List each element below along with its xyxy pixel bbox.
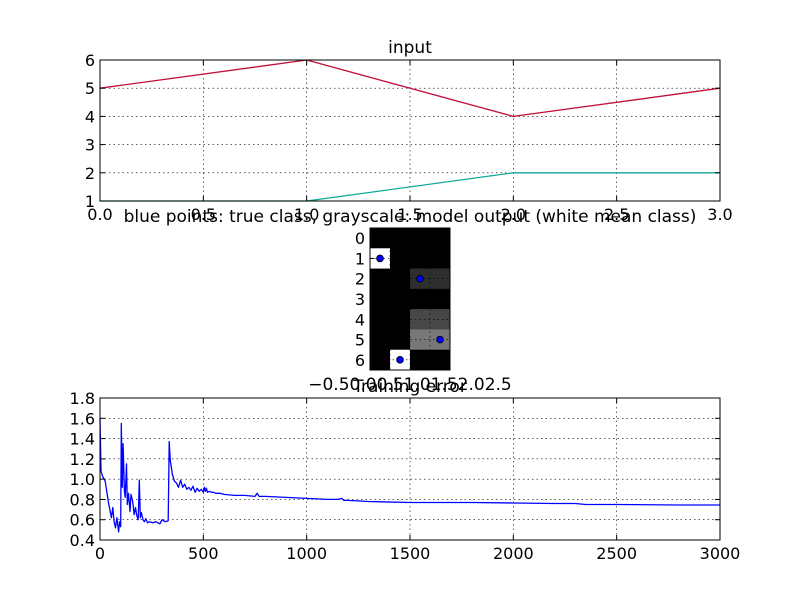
p3-ytick-label: 0.4 bbox=[70, 531, 95, 550]
heatmap-cell bbox=[430, 228, 451, 249]
input-ticks: 0.0 0.5 1.0 1.5 2.0 2.5 3.0 1 2 3 4 5 6 bbox=[85, 51, 733, 224]
p3-xtick-label: 2000 bbox=[493, 544, 534, 563]
true-class-point bbox=[376, 254, 384, 263]
p3-ytick-label: 0.6 bbox=[70, 511, 95, 530]
model-output-panel: 01 234 56 −0.50.00.51.01.52.02.5 blue poin… bbox=[124, 207, 697, 395]
model-output-ticks: 01 234 56 bbox=[355, 229, 374, 370]
p1-xtick-label: 2.5 bbox=[604, 205, 629, 224]
heatmap-ytick-label: 4 bbox=[355, 310, 365, 329]
p3-ytick-label: 1.4 bbox=[70, 430, 95, 449]
input-title: input bbox=[388, 38, 432, 58]
p1-ytick-label: 5 bbox=[85, 79, 95, 98]
heatmap-cell bbox=[390, 288, 411, 310]
p1-xtick-label: 1.0 bbox=[294, 205, 319, 224]
heatmap-ytick-label: 5 bbox=[355, 331, 365, 350]
p3-series-line bbox=[99, 418, 720, 533]
true-class-point bbox=[416, 274, 424, 283]
training-error-ticks: 0 500 1000 1500 2000 2500 30000.40.60.81.01.21… bbox=[70, 389, 741, 563]
p1-ytick-label: 3 bbox=[85, 136, 95, 155]
p1-series-line bbox=[99, 59, 721, 118]
p3-ytick-label: 1.2 bbox=[70, 450, 95, 469]
training-error-grid bbox=[100, 398, 720, 540]
p1-ytick-label: 6 bbox=[85, 51, 95, 70]
heatmap-cell bbox=[390, 248, 411, 269]
p1-ytick-label: 1 bbox=[85, 192, 95, 211]
model-output-title: blue points: true class, grayscale: mode… bbox=[124, 207, 697, 227]
p3-xtick-label: 0 bbox=[95, 544, 105, 563]
p1-ytick-label: 2 bbox=[85, 164, 95, 183]
p1-xtick-label: 0.5 bbox=[191, 205, 216, 224]
heatmap-cell bbox=[430, 349, 451, 371]
true-class-points bbox=[376, 254, 444, 364]
heatmap-cell bbox=[390, 268, 411, 290]
training-error-panel: 0 500 1000 1500 2000 2500 30000.40.60.81.01.21… bbox=[70, 377, 741, 563]
p3-xtick-label: 1500 bbox=[390, 544, 431, 563]
p3-ytick-label: 0.8 bbox=[70, 490, 95, 509]
heatmap-cell bbox=[390, 309, 411, 330]
heatmap-cell bbox=[430, 248, 451, 269]
p1-ytick-label: 4 bbox=[85, 107, 95, 126]
p1-xtick-label: 3.0 bbox=[707, 205, 732, 224]
p1-xtick-label: 1.5 bbox=[397, 205, 422, 224]
input-panel: 0.0 0.5 1.0 1.5 2.0 2.5 3.0 1 2 3 4 5 6 input bbox=[85, 38, 733, 224]
p1-xtick-label: 0.0 bbox=[87, 205, 112, 224]
heatmap-ytick-label: 2 bbox=[355, 270, 365, 289]
p3-ytick-label: 1.6 bbox=[70, 409, 95, 428]
p1-xtick-label: 2.0 bbox=[501, 205, 526, 224]
heatmap-cell bbox=[430, 268, 451, 290]
true-class-point bbox=[396, 356, 404, 364]
heatmap-ytick-label: 6 bbox=[355, 351, 365, 370]
p3-xtick-label: 500 bbox=[188, 544, 219, 563]
p3-xtick-label: 2500 bbox=[596, 544, 637, 563]
heatmap-cell bbox=[430, 288, 451, 310]
p3-xtick-label: 1000 bbox=[286, 544, 327, 563]
model-output-xtick-labels: −0.50.00.51.01.52.02.5 bbox=[308, 375, 512, 395]
training-error-series-group bbox=[99, 418, 720, 533]
heatmap-cell bbox=[390, 228, 411, 249]
p3-xtick-label: 3000 bbox=[700, 544, 741, 563]
p3-ytick-label: 1.0 bbox=[70, 470, 95, 489]
training-error-title: Training error bbox=[352, 377, 467, 397]
heatmap-ytick-label: 3 bbox=[355, 290, 365, 309]
p3-ytick-label: 1.8 bbox=[70, 389, 95, 408]
model-output-grid bbox=[370, 228, 450, 370]
heatmap-ytick-label: 1 bbox=[355, 249, 365, 268]
heatmap-cell bbox=[390, 329, 411, 351]
input-grid bbox=[100, 60, 720, 201]
heatmap-cell bbox=[430, 309, 451, 330]
heatmap-ytick-label: 0 bbox=[355, 229, 365, 248]
true-class-point bbox=[436, 335, 444, 344]
